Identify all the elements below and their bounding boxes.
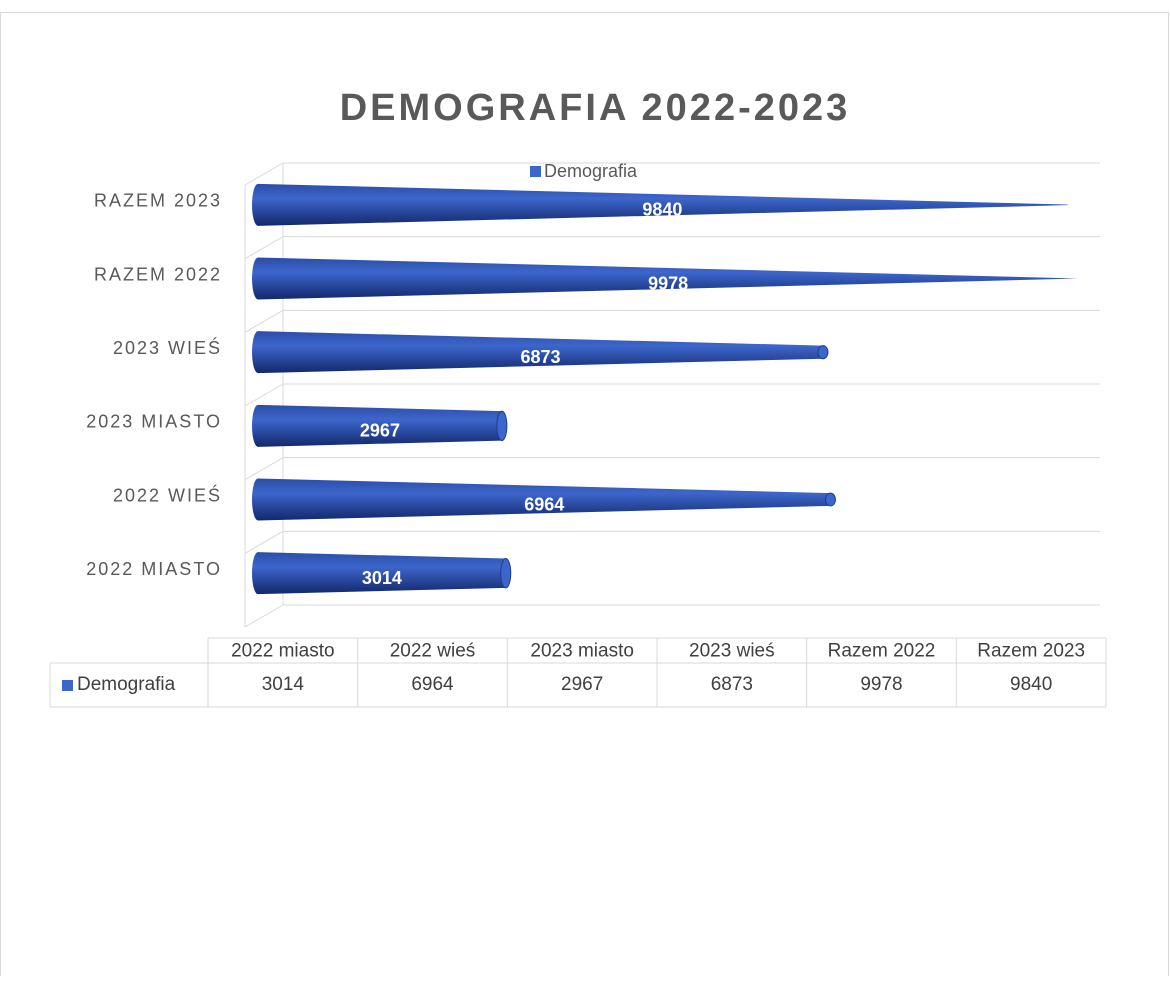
data-label: 9840 (642, 200, 682, 220)
legend-key (530, 166, 541, 177)
cone-cap (824, 492, 836, 507)
cone-body (252, 183, 1069, 226)
table-header: 2023 miasto (530, 641, 634, 662)
cone-cap (817, 345, 829, 360)
wall-edge (244, 236, 284, 260)
table-series-name: Demografia (77, 674, 176, 695)
table-value: 6873 (711, 674, 753, 695)
y-tick-label: RAZEM 2023 (94, 191, 222, 211)
cone-cap (500, 557, 512, 589)
cone-bar (252, 404, 508, 447)
data-label: 6873 (520, 347, 560, 367)
y-tick-label: 2022 MIASTO (86, 559, 222, 579)
table-value: 3014 (262, 674, 305, 695)
wall-edge (244, 457, 284, 481)
table-value: 6964 (411, 674, 454, 695)
table-header: 2022 miasto (231, 641, 335, 662)
cone-bar (252, 478, 836, 521)
table-header: Razem 2022 (828, 641, 936, 662)
cone-body (252, 257, 1079, 300)
table-header: 2022 wieś (390, 641, 476, 662)
table-value: 2967 (561, 674, 603, 695)
data-label: 2967 (360, 421, 400, 441)
data-label: 9978 (648, 273, 688, 293)
cone-bar (252, 331, 829, 374)
cone-body (252, 404, 507, 447)
wall-edge (244, 309, 284, 333)
data-label: 3014 (362, 568, 402, 588)
cone-body (252, 552, 511, 595)
cone-body (252, 478, 836, 521)
legend-label: Demografia (544, 161, 638, 181)
cone-cap (496, 410, 508, 442)
wall-edge (244, 604, 284, 628)
data-label: 6964 (524, 494, 564, 514)
wall-edge (244, 162, 284, 186)
table-header: Razem 2023 (977, 641, 1085, 662)
table-value: 9840 (1010, 674, 1052, 695)
cone-bar (252, 257, 1079, 300)
wall-edge (244, 530, 284, 554)
y-tick-label: 2022 WIEŚ (113, 484, 222, 505)
table-value: 9978 (860, 674, 902, 695)
wall-edge (244, 383, 284, 407)
cone-body (252, 331, 828, 374)
chart-title: DEMOGRAFIA 2022-2023 (340, 87, 851, 129)
table-header: 2023 wieś (689, 641, 775, 662)
y-tick-label: RAZEM 2022 (94, 264, 222, 284)
cone-bar (252, 183, 1069, 226)
y-tick-label: 2023 MIASTO (86, 412, 222, 432)
y-tick-label: 2023 WIEŚ (113, 337, 222, 358)
table-legend-key (62, 680, 73, 691)
cone-bar (252, 552, 512, 595)
